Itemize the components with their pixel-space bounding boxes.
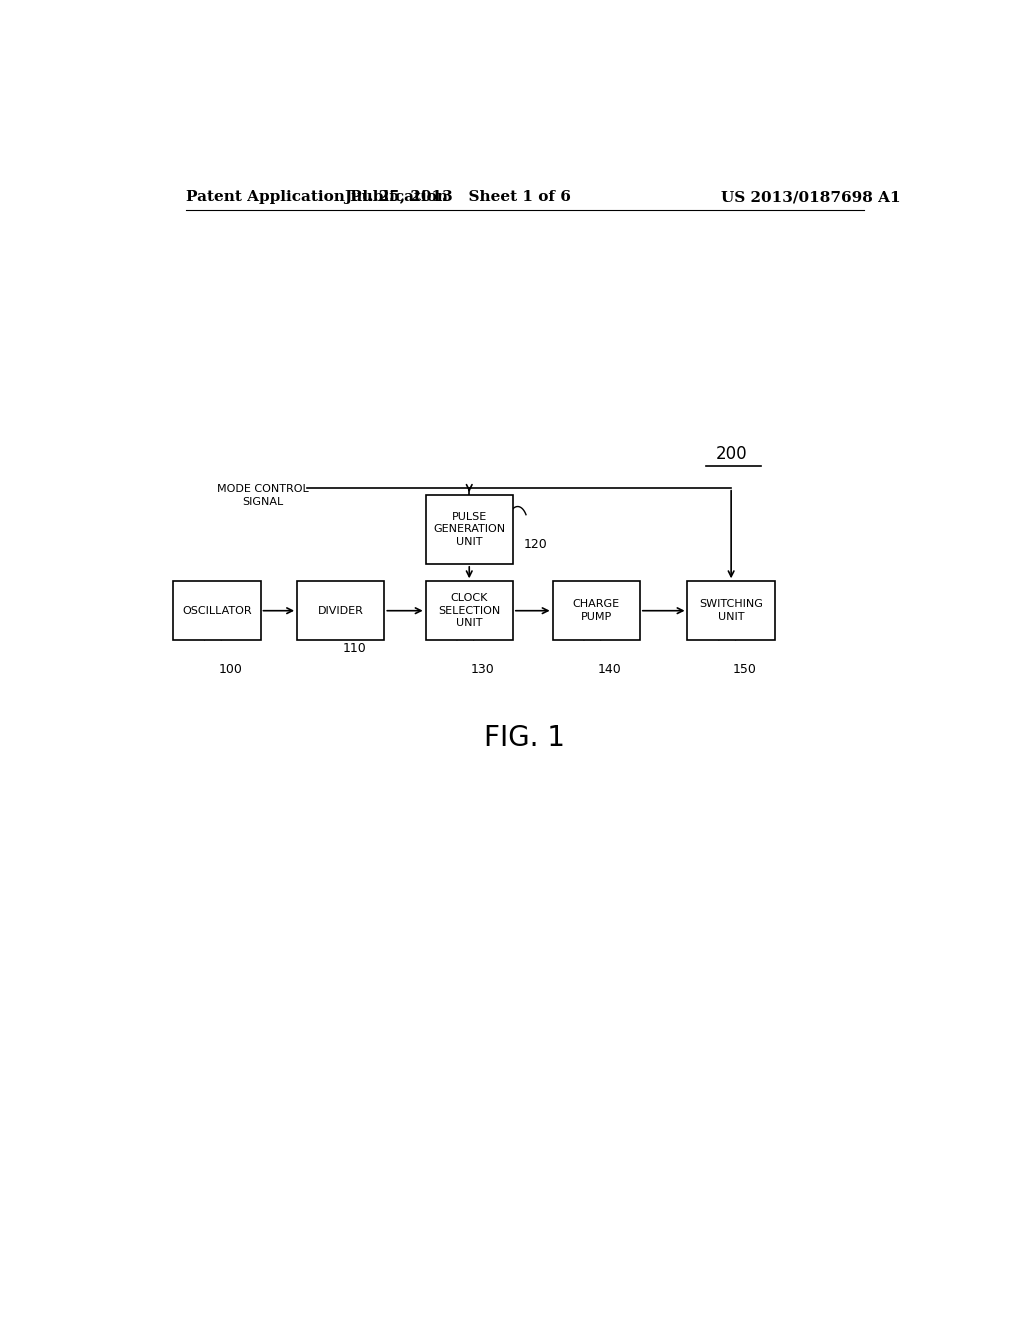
Bar <box>426 581 513 640</box>
Text: 140: 140 <box>598 663 622 676</box>
Text: 200: 200 <box>716 445 746 463</box>
Bar <box>173 581 260 640</box>
Text: 130: 130 <box>471 663 495 676</box>
Bar <box>553 581 640 640</box>
Text: 100: 100 <box>218 663 243 676</box>
Text: Patent Application Publication: Patent Application Publication <box>186 190 447 205</box>
Bar <box>297 581 384 640</box>
Text: PULSE
GENERATION
UNIT: PULSE GENERATION UNIT <box>433 512 505 548</box>
Text: FIG. 1: FIG. 1 <box>484 723 565 752</box>
Text: 150: 150 <box>733 663 757 676</box>
Bar <box>687 581 775 640</box>
Bar <box>426 495 513 564</box>
Text: 120: 120 <box>523 539 547 552</box>
Text: MODE CONTROL
SIGNAL: MODE CONTROL SIGNAL <box>217 484 309 507</box>
Text: US 2013/0187698 A1: US 2013/0187698 A1 <box>721 190 900 205</box>
Text: CLOCK
SELECTION
UNIT: CLOCK SELECTION UNIT <box>438 593 501 628</box>
Text: Jul. 25, 2013   Sheet 1 of 6: Jul. 25, 2013 Sheet 1 of 6 <box>344 190 570 205</box>
Text: SWITCHING
UNIT: SWITCHING UNIT <box>699 599 763 622</box>
Text: 110: 110 <box>342 642 366 655</box>
Text: CHARGE
PUMP: CHARGE PUMP <box>572 599 620 622</box>
Text: OSCILLATOR: OSCILLATOR <box>182 606 252 615</box>
Text: DIVIDER: DIVIDER <box>317 606 364 615</box>
